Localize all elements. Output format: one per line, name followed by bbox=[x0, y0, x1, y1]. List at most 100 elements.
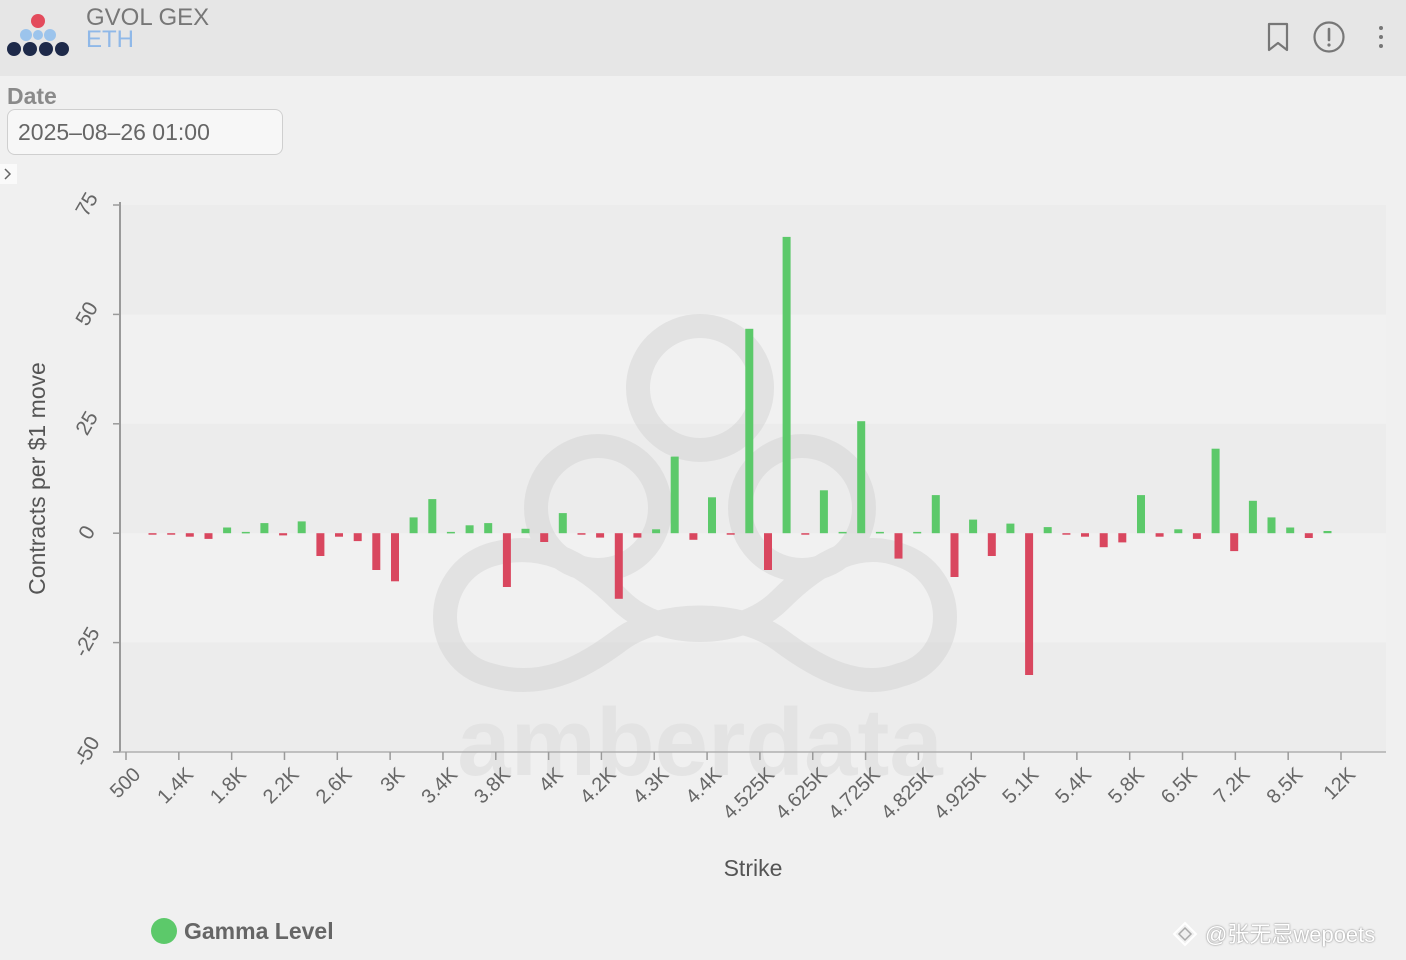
channel-credit: @张无忌wepoets bbox=[1205, 922, 1376, 947]
gamma-bar[interactable] bbox=[260, 523, 269, 534]
gamma-bar[interactable] bbox=[372, 533, 381, 570]
gamma-bar[interactable] bbox=[241, 531, 250, 534]
gamma-bar[interactable] bbox=[745, 328, 754, 534]
gamma-bar[interactable] bbox=[1286, 527, 1295, 534]
gamma-bar[interactable] bbox=[1043, 527, 1052, 534]
gamma-bar[interactable] bbox=[708, 497, 716, 534]
legend-swatch bbox=[151, 918, 177, 944]
x-tick-label: 2.2K bbox=[259, 763, 304, 808]
gamma-bar[interactable] bbox=[987, 533, 996, 556]
gamma-bar[interactable] bbox=[931, 495, 940, 534]
gamma-bar[interactable] bbox=[838, 531, 847, 534]
gamma-bar[interactable] bbox=[446, 531, 455, 534]
gamma-bar[interactable] bbox=[540, 533, 549, 542]
gamma-bar[interactable] bbox=[913, 531, 922, 534]
gamma-bar[interactable] bbox=[819, 490, 828, 534]
gamma-bar[interactable] bbox=[1006, 523, 1015, 534]
gamma-bar[interactable] bbox=[1062, 533, 1071, 535]
sidebar-expander[interactable] bbox=[0, 164, 17, 184]
gamma-bar[interactable] bbox=[969, 519, 978, 534]
gamma-bar[interactable] bbox=[1211, 448, 1220, 534]
gamma-bar[interactable] bbox=[1304, 533, 1313, 538]
gamma-bar[interactable] bbox=[1323, 531, 1332, 534]
gamma-bar[interactable] bbox=[1230, 533, 1239, 552]
gamma-bar[interactable] bbox=[801, 533, 810, 535]
y-tick-label: -50 bbox=[70, 733, 105, 771]
gamma-bar[interactable] bbox=[652, 529, 661, 534]
watermark-brand: amberdata bbox=[457, 689, 943, 796]
gamma-bar[interactable] bbox=[857, 421, 866, 534]
gamma-bar[interactable] bbox=[204, 533, 213, 539]
gamma-bar[interactable] bbox=[689, 533, 698, 540]
x-tick-label: 12K bbox=[1319, 763, 1360, 804]
gamma-bar[interactable] bbox=[279, 533, 288, 536]
x-tick-label: 5.4K bbox=[1051, 763, 1096, 808]
date-input[interactable]: 2025–08–26 01:00 bbox=[7, 109, 283, 155]
x-tick-label: 5.1K bbox=[999, 763, 1044, 808]
gamma-bar[interactable] bbox=[465, 525, 474, 534]
gamma-bar[interactable] bbox=[409, 517, 418, 534]
gamma-bar[interactable] bbox=[782, 236, 791, 534]
x-tick-label: 500 bbox=[106, 764, 145, 803]
gamma-bar[interactable] bbox=[1174, 529, 1183, 534]
gamma-bar[interactable] bbox=[1025, 533, 1034, 675]
gamma-bar[interactable] bbox=[726, 533, 735, 535]
gamma-bar[interactable] bbox=[185, 533, 194, 537]
gamma-bar[interactable] bbox=[297, 521, 306, 534]
gamma-bar[interactable] bbox=[428, 499, 437, 534]
bookmark-icon[interactable] bbox=[1261, 20, 1295, 54]
gamma-bar[interactable] bbox=[670, 456, 679, 534]
more-vertical-icon[interactable] bbox=[1364, 20, 1398, 54]
gvol-logo-icon bbox=[7, 14, 69, 56]
x-tick-label: 1.8K bbox=[206, 763, 251, 808]
y-tick-label: 50 bbox=[71, 298, 103, 330]
gamma-bar[interactable] bbox=[391, 533, 399, 582]
gamma-bar[interactable] bbox=[1081, 533, 1089, 537]
gamma-bar[interactable] bbox=[950, 533, 959, 577]
gamma-bar[interactable] bbox=[614, 533, 623, 599]
grid-band bbox=[120, 205, 1386, 315]
x-axis-title: Strike bbox=[724, 855, 783, 881]
gamma-bar[interactable] bbox=[894, 533, 903, 559]
gamma-bar[interactable] bbox=[167, 533, 176, 535]
x-tick-label: 8.5K bbox=[1263, 763, 1308, 808]
y-tick-label: 25 bbox=[71, 407, 103, 439]
asset-subtitle: ETH bbox=[86, 26, 134, 53]
y-tick-label: 75 bbox=[71, 189, 103, 221]
gamma-bar[interactable] bbox=[596, 533, 605, 538]
gamma-bar[interactable] bbox=[502, 533, 511, 587]
gamma-bar[interactable] bbox=[1099, 533, 1108, 548]
gamma-bar[interactable] bbox=[764, 533, 772, 570]
gamma-bar[interactable] bbox=[1248, 500, 1257, 534]
x-tick-label: 3K bbox=[376, 763, 409, 796]
gamma-bar[interactable] bbox=[223, 527, 232, 534]
grid-band bbox=[120, 642, 1386, 752]
y-tick-label: -25 bbox=[70, 623, 105, 661]
gamma-bar[interactable] bbox=[1118, 533, 1127, 543]
gamma-bar[interactable] bbox=[1155, 533, 1164, 537]
gamma-bar[interactable] bbox=[577, 533, 586, 535]
gamma-bar[interactable] bbox=[558, 513, 567, 534]
gamma-bar[interactable] bbox=[353, 533, 362, 542]
app-header: GVOL GEX ETH bbox=[0, 0, 1406, 76]
gamma-bar[interactable] bbox=[335, 533, 343, 537]
legend-label: Gamma Level bbox=[184, 918, 334, 944]
gamma-bar[interactable] bbox=[1267, 517, 1276, 534]
gamma-bar[interactable] bbox=[1192, 533, 1201, 539]
gamma-bar[interactable] bbox=[633, 533, 642, 538]
gamma-bar[interactable] bbox=[1137, 495, 1145, 534]
gamma-bar[interactable] bbox=[521, 528, 530, 534]
x-tick-label: 6.5K bbox=[1157, 763, 1202, 808]
x-tick-label: 1.4K bbox=[153, 763, 198, 808]
gamma-bar[interactable] bbox=[148, 533, 157, 535]
gamma-bar[interactable] bbox=[316, 533, 325, 556]
gamma-bar[interactable] bbox=[484, 523, 493, 534]
x-tick-label: 2.6K bbox=[312, 763, 357, 808]
chevron-right-icon bbox=[4, 168, 12, 180]
x-tick-label: 5.8K bbox=[1104, 763, 1149, 808]
x-tick-label: 3.4K bbox=[417, 763, 462, 808]
gamma-bar[interactable] bbox=[875, 531, 884, 534]
info-icon[interactable] bbox=[1312, 20, 1346, 54]
y-tick-label: 0 bbox=[74, 522, 100, 544]
